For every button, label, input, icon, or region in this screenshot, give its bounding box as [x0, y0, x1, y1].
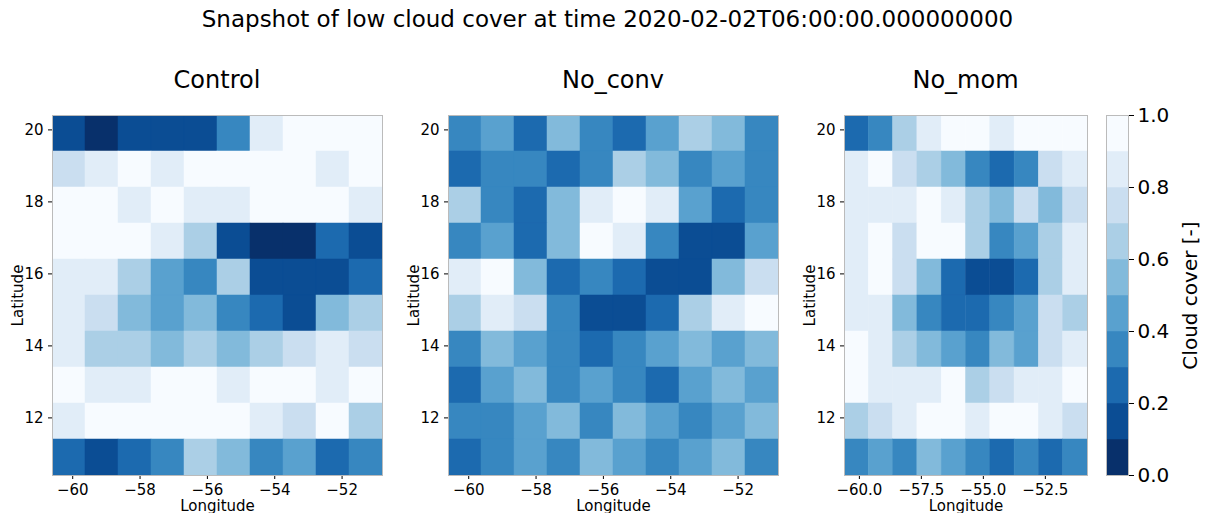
svg-text:−54: −54: [655, 481, 687, 499]
svg-text:−58: −58: [520, 481, 552, 499]
svg-text:−60.0: −60.0: [836, 481, 882, 499]
svg-text:12: 12: [816, 409, 835, 427]
svg-text:Longitude: Longitude: [576, 497, 651, 514]
svg-text:−60: −60: [57, 481, 89, 499]
svg-text:Cloud cover [-]: Cloud cover [-]: [1178, 221, 1202, 369]
svg-text:−56: −56: [587, 481, 620, 500]
svg-text:0.2: 0.2: [1138, 391, 1170, 415]
svg-text:20: 20: [24, 121, 43, 139]
svg-text:0.6: 0.6: [1138, 247, 1170, 271]
svg-text:−56: −56: [191, 481, 224, 500]
html-text:Snapshot of low cloud cover at: Snapshot of low cloud cover at time 2020…: [201, 6, 1014, 32]
svg-text:Longitude: Longitude: [929, 497, 1004, 514]
svg-text:16: 16: [420, 265, 439, 283]
svg-text:−52: −52: [722, 481, 754, 499]
svg-text:0.4: 0.4: [1138, 319, 1170, 343]
svg-text:12: 12: [420, 409, 439, 427]
svg-text:20: 20: [816, 121, 835, 139]
svg-text:−52: −52: [326, 481, 358, 499]
svg-text:18: 18: [24, 193, 43, 211]
svg-text:20: 20: [420, 121, 439, 139]
svg-text:Latitude: Latitude: [9, 265, 27, 327]
svg-text:12: 12: [24, 409, 43, 427]
svg-text:−52.5: −52.5: [1022, 481, 1068, 499]
svg-text:1.0: 1.0: [1138, 103, 1170, 127]
svg-text:−60: −60: [453, 481, 485, 499]
svg-text:18: 18: [816, 193, 835, 211]
svg-text:0.0: 0.0: [1138, 463, 1170, 487]
svg-text:−57.5: −57.5: [898, 481, 945, 500]
svg-text:14: 14: [24, 337, 43, 355]
svg-text:Longitude: Longitude: [180, 497, 255, 514]
html-text:Control: Control: [173, 66, 261, 94]
svg-text:−54: −54: [259, 481, 291, 499]
svg-text:16: 16: [24, 265, 43, 283]
svg-text:Latitude: Latitude: [405, 265, 423, 327]
svg-text:Latitude: Latitude: [801, 265, 819, 327]
svg-text:14: 14: [420, 337, 439, 355]
html-text:No_mom: No_mom: [912, 66, 1019, 94]
svg-text:−58: −58: [124, 481, 156, 499]
html-text:No_conv: No_conv: [562, 66, 664, 94]
svg-text:18: 18: [420, 193, 439, 211]
svg-text:16: 16: [816, 265, 835, 283]
svg-text:−55.0: −55.0: [960, 481, 1007, 500]
svg-text:0.8: 0.8: [1138, 175, 1170, 199]
svg-text:14: 14: [816, 337, 835, 355]
